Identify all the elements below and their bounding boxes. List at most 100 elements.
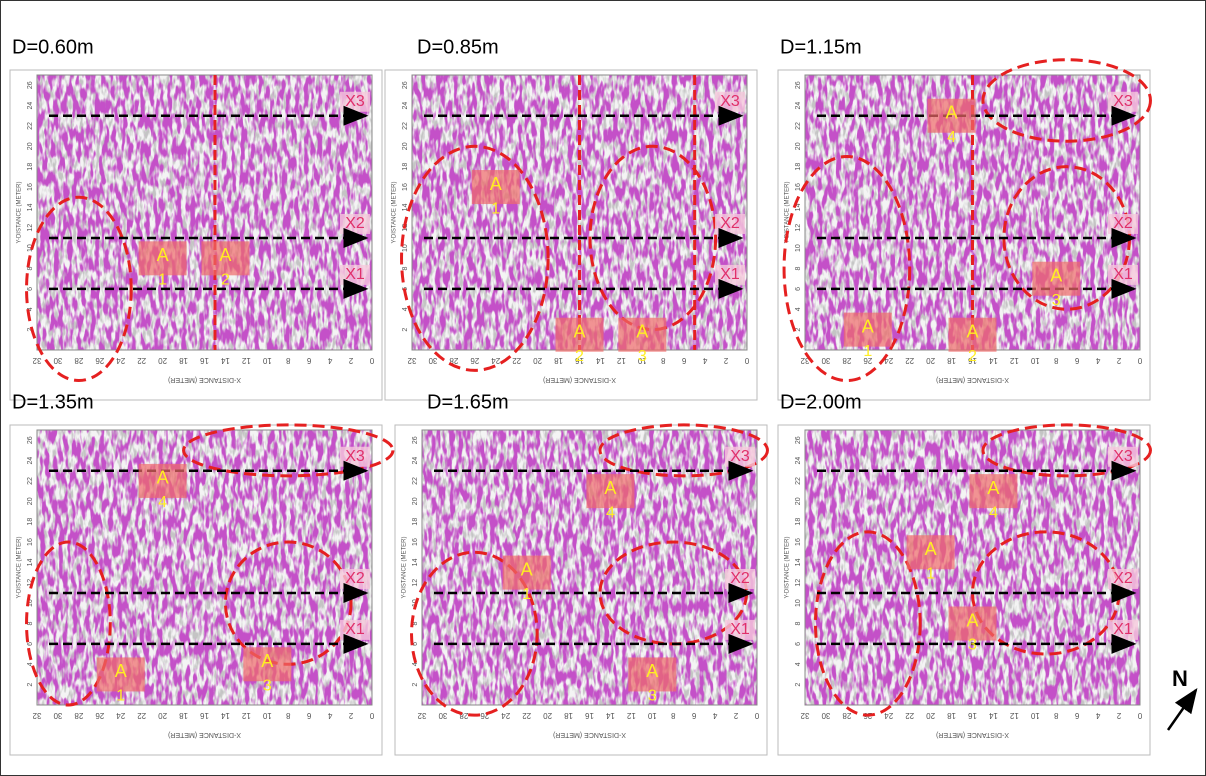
y-tick-label: 8 bbox=[402, 266, 409, 270]
x-tick-label: 4 bbox=[1095, 356, 1100, 365]
profile-label: X2 bbox=[720, 215, 740, 232]
y-tick-label: 12 bbox=[795, 224, 802, 232]
x-tick-label: 24 bbox=[884, 711, 893, 720]
anomaly-number: 3 bbox=[263, 677, 272, 694]
x-tick-label: 4 bbox=[1095, 711, 1100, 720]
y-tick-label: 16 bbox=[27, 183, 34, 191]
profile-label: X2 bbox=[1113, 570, 1133, 587]
x-tick-label: 32 bbox=[32, 711, 41, 720]
x-tick-label: 26 bbox=[95, 356, 104, 365]
x-tick-label: 32 bbox=[407, 356, 416, 365]
x-tick-label: 8 bbox=[670, 711, 675, 720]
y-tick-label: 26 bbox=[795, 436, 802, 444]
y-tick-label: 4 bbox=[795, 662, 802, 666]
x-tick-label: 12 bbox=[626, 711, 635, 720]
y-tick-label: 12 bbox=[795, 579, 802, 587]
x-tick-label: 14 bbox=[595, 356, 604, 365]
x-tick-label: 4 bbox=[712, 711, 717, 720]
y-tick-label: 22 bbox=[795, 477, 802, 485]
x-tick-label: 30 bbox=[53, 711, 62, 720]
x-tick-label: 26 bbox=[95, 711, 104, 720]
x-tick-label: 28 bbox=[74, 711, 83, 720]
panel-title: D=1.65m bbox=[427, 391, 509, 413]
x-tick-label: 28 bbox=[842, 356, 851, 365]
x-tick-label: 14 bbox=[988, 711, 997, 720]
y-axis-label: Y-DISTANCE (METER) bbox=[402, 536, 408, 598]
x-tick-label: 24 bbox=[501, 711, 510, 720]
y-tick-label: 6 bbox=[795, 642, 802, 646]
x-tick-label: 0 bbox=[1137, 711, 1142, 720]
x-tick-label: 18 bbox=[947, 356, 956, 365]
profile-label: X3 bbox=[345, 93, 365, 110]
x-tick-label: 0 bbox=[1137, 356, 1142, 365]
y-tick-label: 26 bbox=[412, 436, 419, 444]
profile-label: X2 bbox=[345, 215, 365, 232]
y-tick-label: 20 bbox=[27, 142, 34, 150]
y-tick-label: 8 bbox=[27, 266, 34, 270]
y-tick-label: 14 bbox=[412, 558, 419, 566]
x-tick-label: 20 bbox=[926, 711, 935, 720]
x-tick-label: 30 bbox=[438, 711, 447, 720]
y-tick-label: 24 bbox=[795, 457, 802, 465]
y-tick-label: 20 bbox=[795, 497, 802, 505]
profile-label: X1 bbox=[730, 621, 750, 638]
anomaly-label: A bbox=[521, 559, 533, 579]
x-tick-label: 20 bbox=[926, 356, 935, 365]
y-axis-label: Y-DISTANCE (METER) bbox=[392, 181, 398, 243]
x-tick-label: 24 bbox=[116, 356, 125, 365]
x-tick-label: 12 bbox=[616, 356, 625, 365]
anomaly-label: A bbox=[604, 478, 616, 498]
profile-label: X3 bbox=[345, 448, 365, 465]
x-tick-label: 22 bbox=[137, 356, 146, 365]
y-tick-label: 16 bbox=[412, 538, 419, 546]
anomaly-label: A bbox=[862, 316, 874, 336]
y-tick-label: 6 bbox=[27, 287, 34, 291]
figure: N D=0.60m32302826242220181614121086420X-… bbox=[0, 0, 1206, 776]
x-tick-label: 28 bbox=[842, 711, 851, 720]
anomaly-number: 1 bbox=[116, 688, 125, 705]
panel-title: D=1.15m bbox=[780, 36, 862, 58]
panel-title: D=0.60m bbox=[12, 36, 94, 58]
y-tick-label: 26 bbox=[402, 81, 409, 89]
anomaly-number: 3 bbox=[638, 348, 647, 365]
y-tick-label: 14 bbox=[795, 558, 802, 566]
anomaly-number: 1 bbox=[158, 272, 167, 289]
anomaly-label: A bbox=[573, 321, 585, 341]
y-tick-label: 16 bbox=[27, 538, 34, 546]
anomaly-number: 1 bbox=[926, 565, 935, 582]
anomaly-number: 2 bbox=[968, 348, 977, 365]
profile-label: X1 bbox=[720, 266, 740, 283]
y-tick-label: 24 bbox=[27, 102, 34, 110]
x-tick-label: 20 bbox=[158, 356, 167, 365]
y-tick-label: 24 bbox=[27, 457, 34, 465]
anomaly-label: A bbox=[157, 468, 169, 488]
x-tick-label: 10 bbox=[1030, 711, 1039, 720]
x-tick-label: 2 bbox=[1116, 711, 1121, 720]
anomaly-label: A bbox=[115, 661, 127, 681]
x-tick-label: 8 bbox=[660, 356, 665, 365]
y-tick-label: 6 bbox=[795, 287, 802, 291]
y-tick-label: 8 bbox=[795, 621, 802, 625]
x-tick-label: 2 bbox=[733, 711, 738, 720]
x-tick-label: 30 bbox=[821, 711, 830, 720]
y-tick-label: 2 bbox=[402, 328, 409, 332]
y-tick-label: 18 bbox=[27, 163, 34, 171]
y-tick-label: 8 bbox=[795, 266, 802, 270]
y-tick-label: 26 bbox=[27, 81, 34, 89]
y-tick-label: 2 bbox=[412, 683, 419, 687]
y-tick-label: 10 bbox=[795, 244, 802, 252]
x-tick-label: 0 bbox=[369, 711, 374, 720]
anomaly-number: 4 bbox=[158, 494, 167, 511]
x-tick-label: 18 bbox=[179, 356, 188, 365]
profile-label: X2 bbox=[345, 570, 365, 587]
x-tick-label: 20 bbox=[158, 711, 167, 720]
x-tick-label: 28 bbox=[74, 356, 83, 365]
x-tick-label: 32 bbox=[800, 711, 809, 720]
x-tick-label: 22 bbox=[512, 356, 521, 365]
x-tick-label: 32 bbox=[417, 711, 426, 720]
anomaly-label: A bbox=[1050, 265, 1062, 285]
y-tick-label: 14 bbox=[27, 558, 34, 566]
x-tick-label: 12 bbox=[1009, 711, 1018, 720]
profile-label: X1 bbox=[1113, 266, 1133, 283]
anomaly-number: 2 bbox=[221, 272, 230, 289]
